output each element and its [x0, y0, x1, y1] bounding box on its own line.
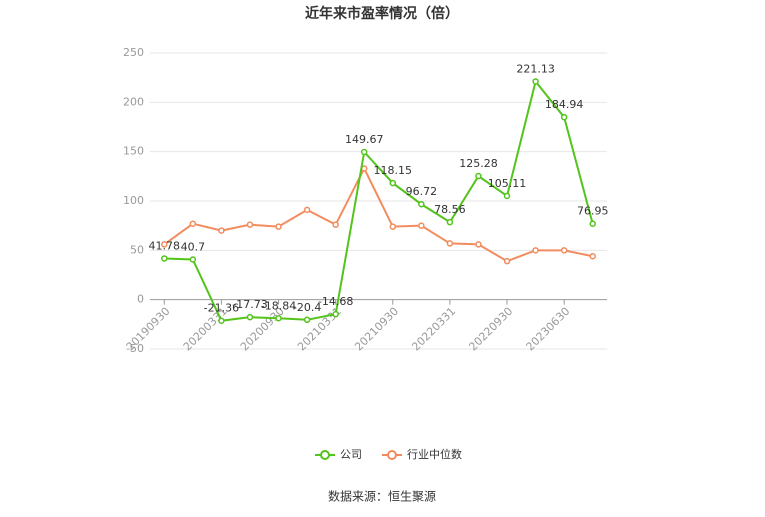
y-tick-label: -50	[126, 342, 144, 355]
legend-label: 行业中位数	[407, 447, 462, 461]
x-tick-label: 20190930	[124, 305, 173, 354]
point	[475, 172, 482, 180]
point	[275, 315, 282, 322]
x-tick-label: 20220930	[466, 305, 515, 354]
legend-label: 公司	[340, 448, 362, 461]
point	[275, 223, 282, 230]
data-label: -21.36	[204, 302, 239, 315]
y-tick-label: 200	[123, 95, 144, 108]
point	[246, 221, 254, 228]
point	[189, 220, 197, 227]
legend-marker	[320, 450, 330, 460]
series-line	[163, 166, 593, 263]
point	[503, 192, 511, 200]
point	[161, 255, 168, 262]
data-label: 105.11	[488, 177, 527, 190]
point	[246, 313, 254, 321]
point	[303, 316, 311, 324]
source: 数据来源：恒生聚源	[328, 489, 436, 504]
legend-marker	[387, 450, 397, 460]
point	[332, 221, 339, 228]
point	[589, 220, 596, 227]
data-label: 149.67	[345, 133, 384, 146]
data-label: 118.15	[374, 164, 413, 177]
series-line	[164, 79, 594, 322]
point	[418, 200, 425, 208]
x-tick-label: 20210930	[352, 305, 401, 354]
x-tick-label: 20230630	[524, 305, 573, 354]
y-tick-label: 150	[123, 145, 144, 158]
point	[589, 253, 596, 260]
data-label: 96.72	[406, 185, 438, 198]
point	[303, 206, 311, 214]
point	[218, 227, 225, 234]
data-label: 40.7	[181, 241, 206, 254]
point	[161, 241, 168, 248]
point	[418, 222, 425, 229]
point	[503, 257, 511, 265]
point	[532, 247, 539, 254]
point	[360, 148, 368, 156]
point	[332, 310, 339, 318]
data-label: 184.94	[545, 98, 584, 111]
data-label: -20.4	[293, 301, 321, 314]
data-label: -14.68	[318, 295, 353, 308]
point	[446, 218, 454, 226]
data-label: 76.95	[577, 205, 609, 218]
y-tick-label: 50	[130, 243, 144, 256]
point	[532, 78, 539, 85]
point	[446, 240, 454, 247]
point	[560, 113, 568, 121]
x-tick-label: 20220331	[409, 305, 458, 354]
data-label: 221.13	[516, 62, 555, 75]
point	[560, 247, 568, 254]
data-label: -18.84	[261, 299, 296, 312]
data-label: 125.28	[459, 157, 498, 170]
y-tick-label: 0	[137, 293, 144, 306]
data-label: 78.56	[434, 203, 466, 216]
point	[475, 241, 482, 248]
y-tick-label: 100	[123, 194, 144, 207]
chart-title: 近年来市盈率情况（倍）	[305, 5, 459, 22]
data-label: 41.78	[149, 239, 181, 252]
point	[389, 223, 397, 230]
data-label: -17.73	[232, 298, 267, 311]
point	[218, 317, 225, 324]
point	[389, 179, 397, 187]
point	[189, 256, 197, 263]
y-tick-label: 250	[123, 46, 144, 59]
